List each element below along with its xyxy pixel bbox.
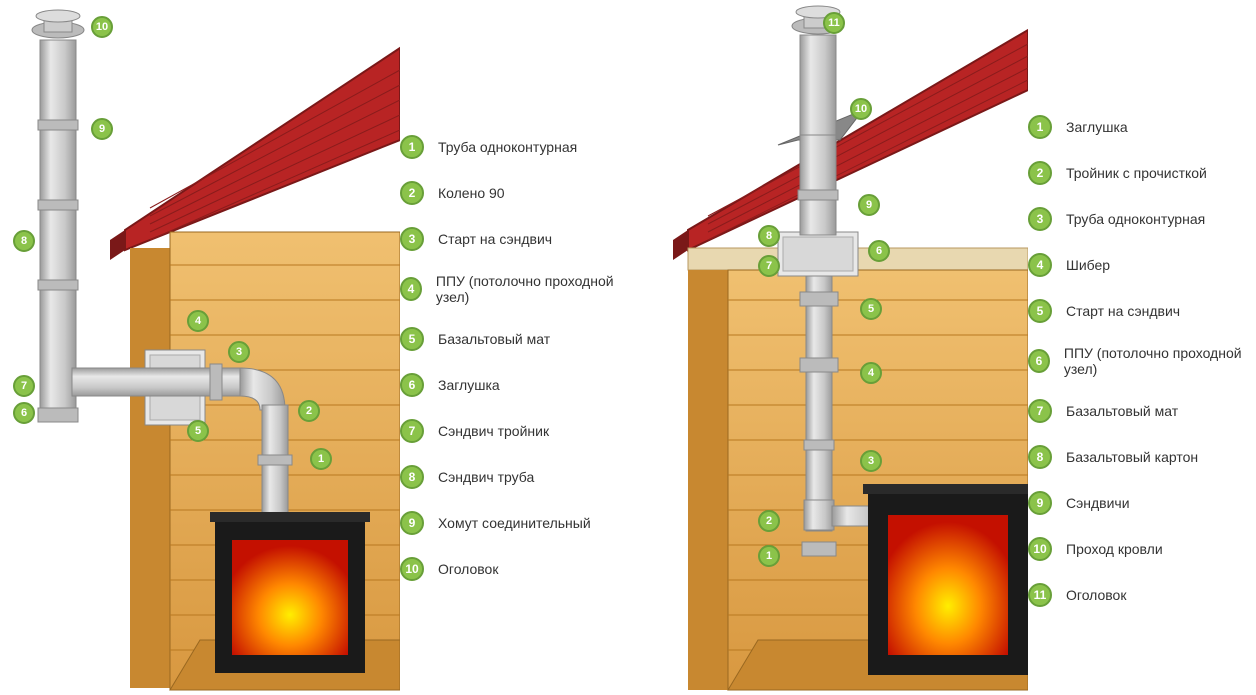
marker-1: 1 bbox=[758, 545, 780, 567]
legend-item: 9 Сэндвичи bbox=[1028, 491, 1256, 515]
legend-item: 8 Базальтовый картон bbox=[1028, 445, 1256, 469]
legend-item: 4 ППУ (потолочно проходной узел) bbox=[400, 273, 628, 305]
legend-label: Базальтовый мат bbox=[1066, 403, 1178, 419]
badge-2: 2 bbox=[1028, 161, 1052, 185]
legend-item: 3 Труба одноконтурная bbox=[1028, 207, 1256, 231]
marker-5: 5 bbox=[860, 298, 882, 320]
left-scene bbox=[0, 0, 400, 695]
legend-item: 8 Сэндвич труба bbox=[400, 465, 628, 489]
badge-9: 9 bbox=[1028, 491, 1052, 515]
legend-item: 11 Оголовок bbox=[1028, 583, 1256, 607]
badge-10: 10 bbox=[1028, 537, 1052, 561]
badge-5: 5 bbox=[400, 327, 424, 351]
marker-6: 6 bbox=[13, 402, 35, 424]
legend-item: 9 Хомут соединительный bbox=[400, 511, 628, 535]
marker-4: 4 bbox=[187, 310, 209, 332]
legend-label: Труба одноконтурная bbox=[1066, 211, 1205, 227]
legend-item: 10 Проход кровли bbox=[1028, 537, 1256, 561]
marker-7: 7 bbox=[758, 255, 780, 277]
diagram-container: 10987643521 1Труба одноконтурная2Колено … bbox=[0, 0, 1256, 695]
legend-label: Колено 90 bbox=[438, 185, 505, 201]
marker-7: 7 bbox=[13, 375, 35, 397]
badge-10: 10 bbox=[400, 557, 424, 581]
right-panel: 11 10 9 8 6 7 5 4 3 2 1 1 Заглушка 2 Тройник с прочис… bbox=[628, 0, 1256, 695]
marker-2: 2 bbox=[758, 510, 780, 532]
legend-label: Хомут соединительный bbox=[438, 515, 591, 531]
legend-item: 5 Базальтовый мат bbox=[400, 327, 628, 351]
left-legend: 1 Труба одноконтурная 2 Колено 90 3 Старт на … bbox=[400, 135, 628, 581]
right-legend: 1 Заглушка 2 Тройник с прочисткой 3 Труба одн… bbox=[1028, 115, 1256, 607]
marker-8: 8 bbox=[758, 225, 780, 247]
badge-2: 2 bbox=[400, 181, 424, 205]
legend-item: 4 Шибер bbox=[1028, 253, 1256, 277]
marker-10: 10 bbox=[850, 98, 872, 120]
badge-1: 1 bbox=[1028, 115, 1052, 139]
legend-item: 6 Заглушка bbox=[400, 373, 628, 397]
marker-3: 3 bbox=[228, 341, 250, 363]
legend-item: 5 Старт на сэндвич bbox=[1028, 299, 1256, 323]
legend-item: 1 Труба одноконтурная bbox=[400, 135, 628, 159]
marker-1: 1 bbox=[310, 448, 332, 470]
legend-item: 3 Старт на сэндвич bbox=[400, 227, 628, 251]
left-panel: 10987643521 1Труба одноконтурная2Колено … bbox=[0, 0, 628, 695]
badge-1: 1 bbox=[400, 135, 424, 159]
badge-6: 6 bbox=[400, 373, 424, 397]
legend-item: 7 Базальтовый мат bbox=[1028, 399, 1256, 423]
legend-label: Сэндвич тройник bbox=[438, 423, 549, 439]
marker-9: 9 bbox=[91, 118, 113, 140]
marker-5: 5 bbox=[187, 420, 209, 442]
legend-item: 6 ППУ (потолочно проходной узел) bbox=[1028, 345, 1256, 377]
legend-label: Старт на сэндвич bbox=[1066, 303, 1180, 319]
legend-label: Оголовок bbox=[438, 561, 498, 577]
legend-label: Базальтовый мат bbox=[438, 331, 550, 347]
legend-item: 7 Сэндвич тройник bbox=[400, 419, 628, 443]
marker-6: 6 bbox=[868, 240, 890, 262]
legend-label: Проход кровли bbox=[1066, 541, 1163, 557]
legend-label: Оголовок bbox=[1066, 587, 1126, 603]
legend-label: ППУ (потолочно проходной узел) bbox=[1064, 345, 1256, 377]
legend-item: 1 Заглушка bbox=[1028, 115, 1256, 139]
legend-label: Шибер bbox=[1066, 257, 1110, 273]
marker-10: 10 bbox=[91, 16, 113, 38]
right-scene bbox=[628, 0, 1028, 695]
marker-11: 11 bbox=[823, 12, 845, 34]
badge-4: 4 bbox=[1028, 253, 1052, 277]
badge-9: 9 bbox=[400, 511, 424, 535]
legend-item: 2 Колено 90 bbox=[400, 181, 628, 205]
badge-11: 11 bbox=[1028, 583, 1052, 607]
legend-label: Заглушка bbox=[1066, 119, 1128, 135]
badge-4: 4 bbox=[400, 277, 422, 301]
legend-label: Старт на сэндвич bbox=[438, 231, 552, 247]
badge-8: 8 bbox=[400, 465, 424, 489]
legend-label: Труба одноконтурная bbox=[438, 139, 577, 155]
badge-6: 6 bbox=[1028, 349, 1050, 373]
marker-2: 2 bbox=[298, 400, 320, 422]
badge-8: 8 bbox=[1028, 445, 1052, 469]
legend-label: Сэндвичи bbox=[1066, 495, 1130, 511]
badge-3: 3 bbox=[400, 227, 424, 251]
legend-label: Тройник с прочисткой bbox=[1066, 165, 1207, 181]
badge-7: 7 bbox=[1028, 399, 1052, 423]
legend-label: Заглушка bbox=[438, 377, 500, 393]
marker-9: 9 bbox=[858, 194, 880, 216]
badge-7: 7 bbox=[400, 419, 424, 443]
legend-label: ППУ (потолочно проходной узел) bbox=[436, 273, 628, 305]
badge-3: 3 bbox=[1028, 207, 1052, 231]
marker-3: 3 bbox=[860, 450, 882, 472]
marker-4: 4 bbox=[860, 362, 882, 384]
badge-5: 5 bbox=[1028, 299, 1052, 323]
legend-item: 2 Тройник с прочисткой bbox=[1028, 161, 1256, 185]
legend-label: Базальтовый картон bbox=[1066, 449, 1198, 465]
legend-label: Сэндвич труба bbox=[438, 469, 534, 485]
marker-8: 8 bbox=[13, 230, 35, 252]
legend-item: 10 Оголовок bbox=[400, 557, 628, 581]
